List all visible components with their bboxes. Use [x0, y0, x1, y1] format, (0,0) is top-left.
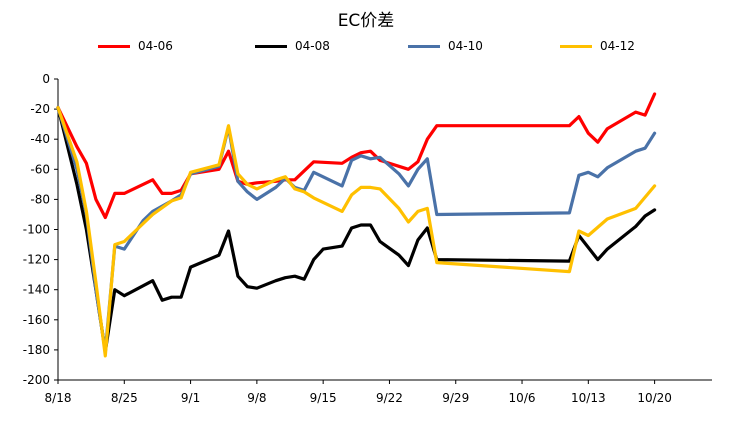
series-line-04-10 [56, 106, 657, 353]
y-tick-label: -80 [30, 192, 50, 206]
y-tick-label: -160 [23, 313, 50, 327]
y-tick-label: -180 [23, 343, 50, 357]
x-tick-label: 10/13 [571, 391, 606, 405]
legend-swatch-04-06 [98, 44, 130, 48]
y-tick-label: -60 [30, 162, 50, 176]
legend-item-04-10: 04-10 [408, 39, 483, 53]
legend-label-04-10: 04-10 [448, 39, 483, 53]
legend-label-04-06: 04-06 [138, 39, 173, 53]
x-tick-label: 9/22 [376, 391, 403, 405]
legend: 04-06 04-08 04-10 04-12 [98, 39, 658, 59]
legend-item-04-12: 04-12 [560, 39, 635, 53]
series-line-04-12 [56, 106, 657, 358]
y-tick-label: -40 [30, 132, 50, 146]
legend-label-04-08: 04-08 [295, 39, 330, 53]
legend-item-04-08: 04-08 [255, 39, 330, 53]
x-tick-label: 8/25 [111, 391, 138, 405]
x-tick-label: 9/8 [247, 391, 266, 405]
legend-swatch-04-08 [255, 44, 287, 48]
x-tick-label: 8/18 [45, 391, 72, 405]
y-tick-label: -100 [23, 223, 50, 237]
series-line-04-06 [56, 92, 657, 220]
chart-title: EC价差 [337, 11, 395, 31]
x-tick-label: 9/15 [310, 391, 337, 405]
x-tick-label: 9/29 [442, 391, 469, 405]
x-tick-label: 9/1 [181, 391, 200, 405]
legend-item-04-06: 04-06 [98, 39, 173, 53]
y-tick-label: -20 [30, 102, 50, 116]
legend-swatch-04-10 [408, 44, 440, 48]
y-tick-label: -200 [23, 373, 50, 387]
legend-swatch-04-12 [560, 44, 592, 48]
y-tick-label: -120 [23, 253, 50, 267]
series-line-04-08 [56, 106, 657, 353]
y-tick-label: 0 [42, 72, 50, 86]
y-tick-label: -140 [23, 283, 50, 297]
x-tick-label: 10/6 [509, 391, 536, 405]
x-tick-label: 10/20 [637, 391, 672, 405]
legend-label-04-12: 04-12 [600, 39, 635, 53]
